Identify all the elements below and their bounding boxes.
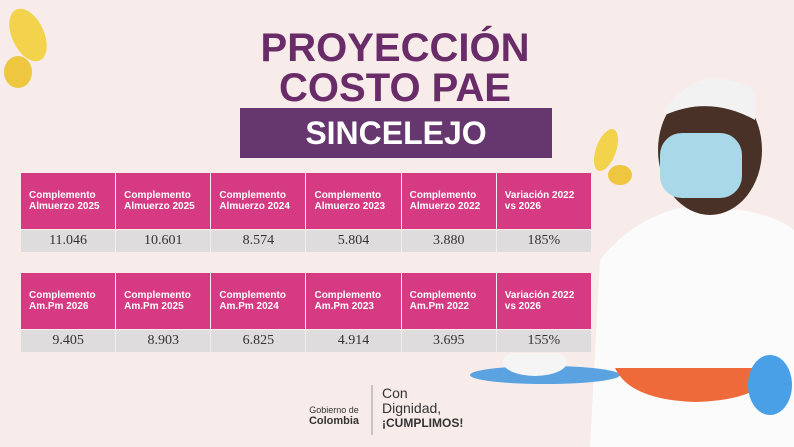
value-row: 9.405 8.903 6.825 4.914 3.695 155% — [19, 329, 593, 353]
value-cell: 3.695 — [400, 329, 497, 353]
butterfly — [593, 129, 632, 185]
header-cell: Complemento Am.Pm 2024 — [210, 272, 307, 330]
header-cell: Complemento Am.Pm 2025 — [115, 272, 212, 330]
gov-text: Colombia — [308, 415, 360, 427]
value-cell: 10.601 — [115, 229, 212, 253]
header-cell: Complemento Almuerzo 2025 — [115, 172, 212, 230]
header-cell: Variación 2022 vs 2026 — [495, 272, 593, 330]
slogan-text: ¡CUMPLIMOS! — [382, 416, 464, 430]
table: Complemento Almuerzo 2025 Complemento Alm… — [19, 172, 593, 253]
slogan-text: Dignidad, — [382, 400, 442, 416]
header-cell: Complemento Am.Pm 2026 — [19, 272, 117, 330]
value-cell: 8.574 — [210, 229, 307, 253]
value-cell: 11.046 — [19, 229, 117, 253]
value-cell: 9.405 — [19, 329, 117, 353]
table: Complemento Am.Pm 2026 Complemento Am.Pm … — [19, 272, 593, 353]
value-cell: 8.903 — [115, 329, 212, 353]
header-cell: Complemento Am.Pm 2022 — [400, 272, 497, 330]
value-cell: 6.825 — [210, 329, 307, 353]
title: PROYECCIÓN — [260, 26, 530, 70]
header-cell: Complemento Almuerzo 2022 — [400, 172, 497, 230]
header-cell: Complemento Almuerzo 2025 — [19, 172, 117, 230]
header-row: Complemento Almuerzo 2025 Complemento Alm… — [19, 172, 593, 230]
butterfly — [4, 8, 47, 88]
person-photo — [470, 78, 794, 447]
header-cell: Complemento Am.Pm 2023 — [305, 272, 402, 330]
header-cell: Variación 2022 vs 2026 — [495, 172, 593, 230]
gov-logo: Gobierno de Colombia — [302, 405, 366, 427]
slogan: Con Dignidad, ¡CUMPLIMOS! — [382, 386, 463, 431]
header-cell: Complemento Almuerzo 2023 — [305, 172, 402, 230]
value-row: 11.046 10.601 8.574 5.804 3.880 185% — [19, 229, 593, 253]
title: COSTO PAE — [279, 66, 511, 110]
value-cell: 155% — [495, 329, 593, 353]
value-cell: 185% — [495, 229, 593, 253]
header-row: Complemento Am.Pm 2026 Complemento Am.Pm … — [19, 272, 593, 330]
value-cell: 5.804 — [305, 229, 402, 253]
banner: SINCELEJO — [240, 108, 552, 158]
value-cell: 4.914 — [305, 329, 402, 353]
header-cell: Complemento Almuerzo 2024 — [210, 172, 307, 230]
value-cell: 3.880 — [400, 229, 497, 253]
gov-text: Gobierno de — [309, 405, 359, 415]
slogan-text: Con — [382, 385, 408, 401]
